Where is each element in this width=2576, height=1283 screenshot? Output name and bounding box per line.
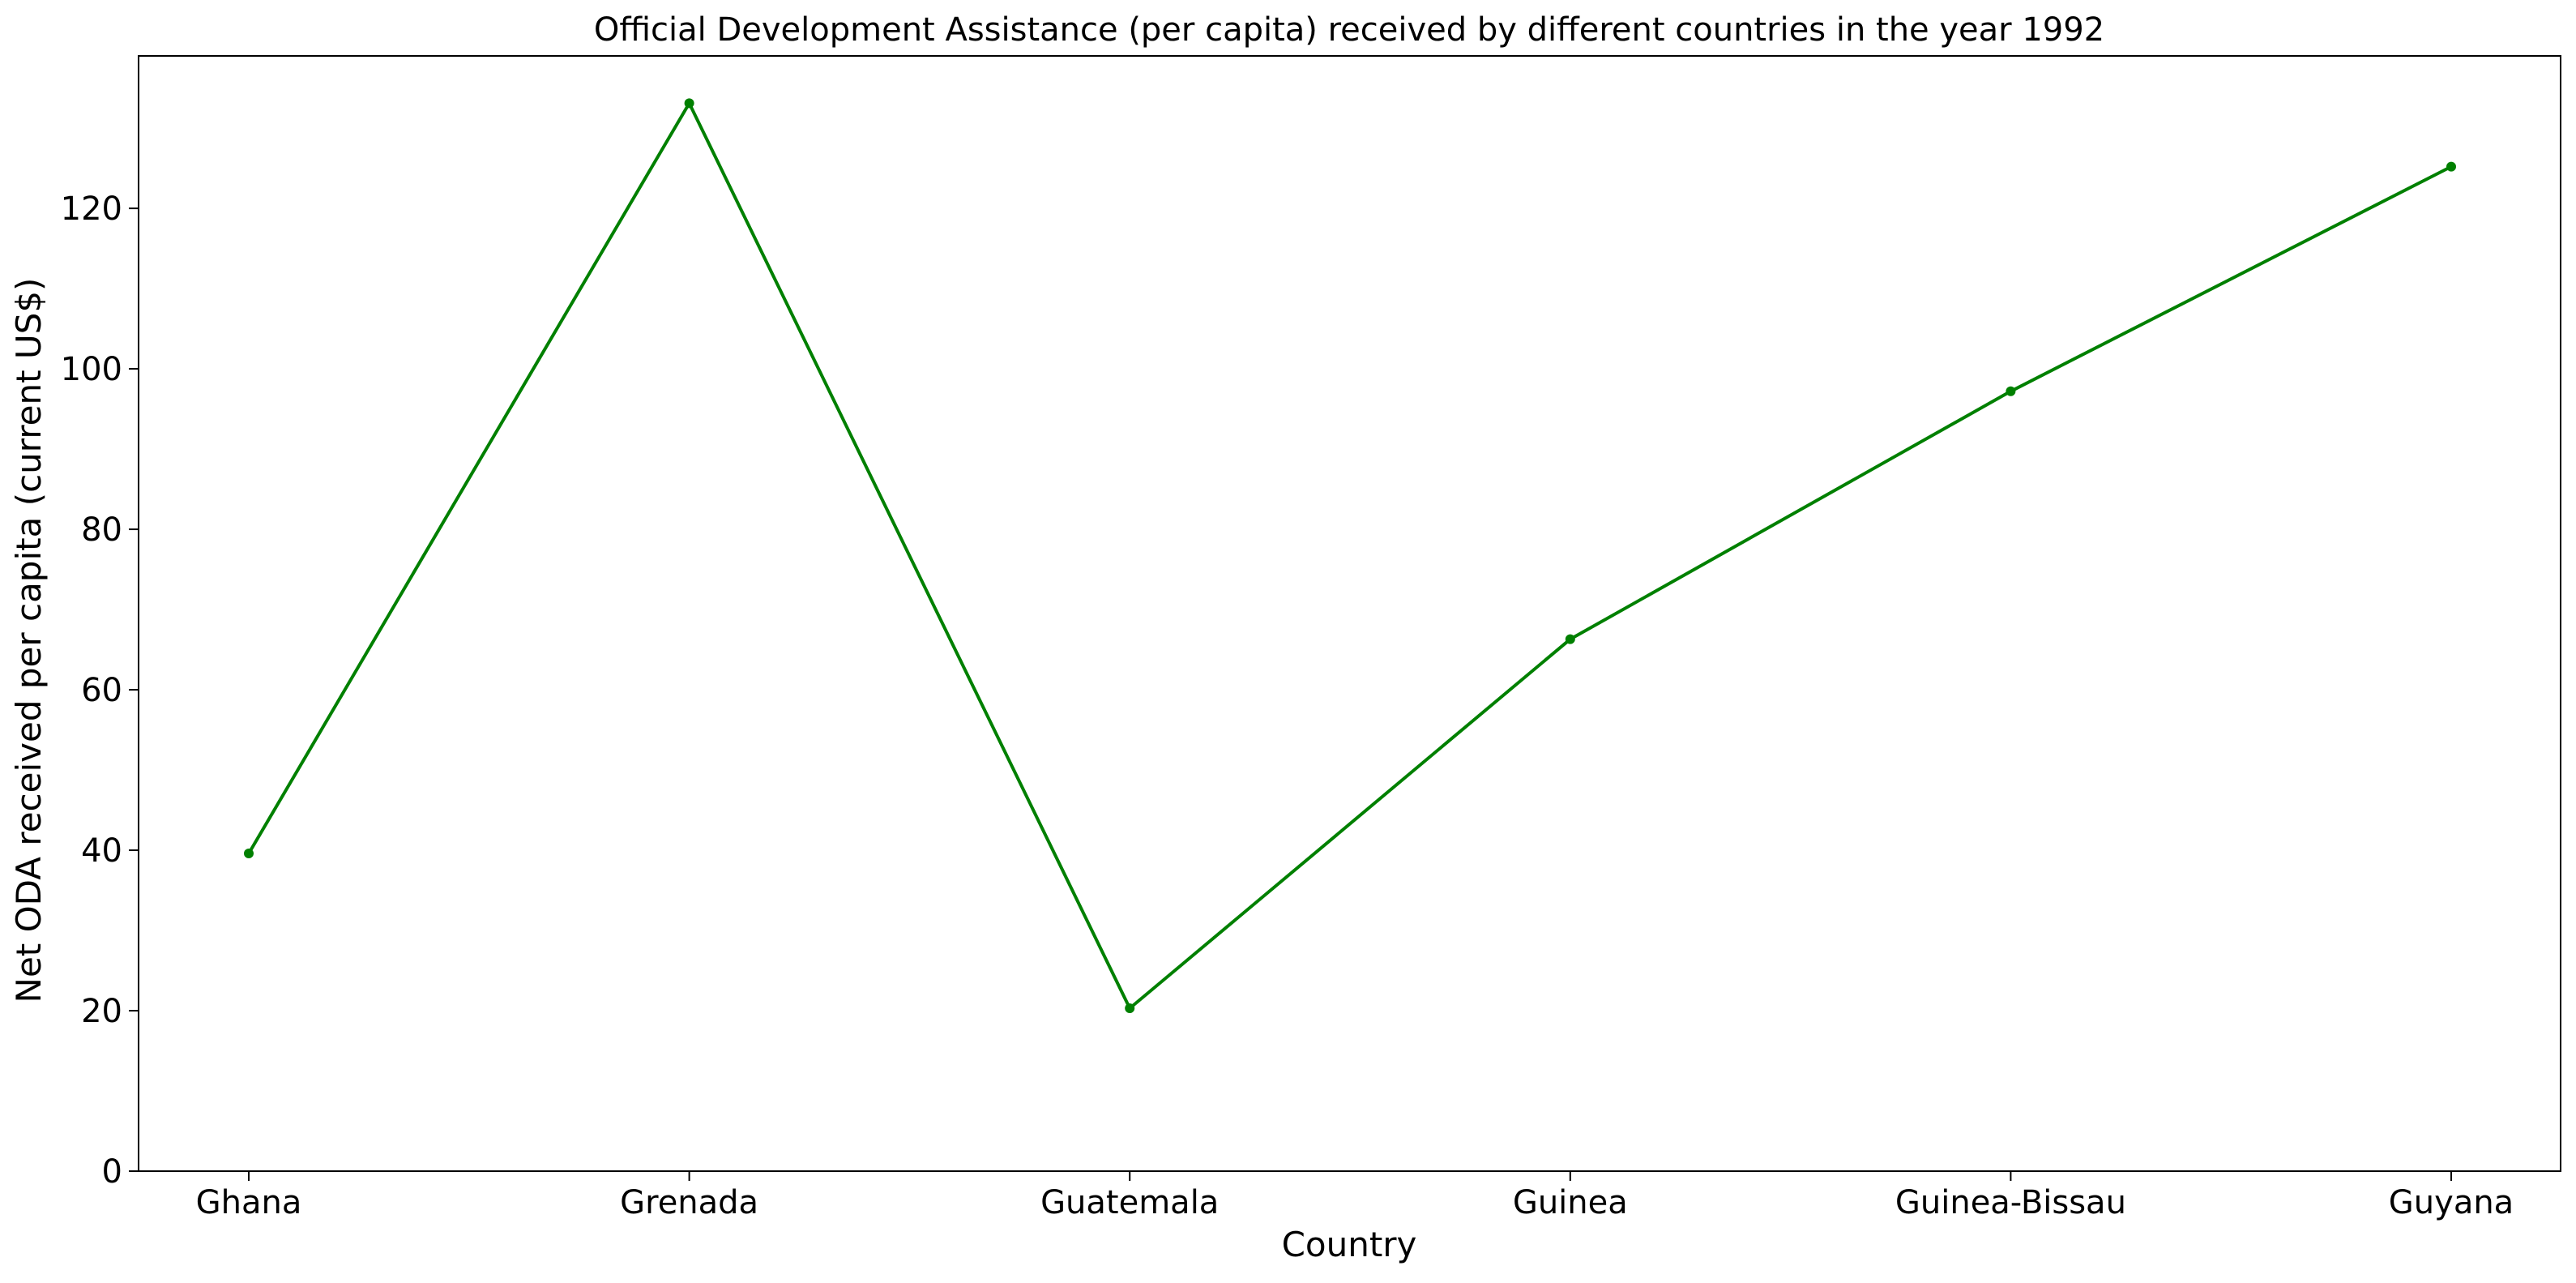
- x-axis-ticks: Ghana Grenada Guatemala Guinea Guinea-Bissau…: [196, 1171, 2514, 1221]
- series-line: [247, 101, 2452, 1011]
- y-tick-label: 0: [102, 1153, 122, 1191]
- y-tick-label: 100: [61, 351, 122, 388]
- chart-title: Official Development Assistance (per cap…: [594, 11, 2104, 49]
- y-tick-label: 40: [81, 832, 122, 870]
- data-point: [2446, 161, 2456, 172]
- data-point: [2006, 386, 2016, 396]
- y-axis-ticks: 0 20 40 60 80 100 120: [61, 190, 139, 1191]
- y-tick-label: 80: [81, 511, 122, 549]
- y-tick-label: 20: [81, 993, 122, 1030]
- data-point: [684, 98, 694, 109]
- x-tick-label: Ghana: [196, 1184, 302, 1221]
- series-layer: [244, 98, 2456, 1014]
- x-tick-label: Guinea: [1513, 1184, 1628, 1221]
- x-tick-label: Guyana: [2389, 1184, 2514, 1221]
- data-point: [1565, 634, 1575, 644]
- data-point: [1125, 1003, 1135, 1014]
- y-tick-label: 60: [81, 672, 122, 709]
- x-tick-label: Guatemala: [1040, 1184, 1219, 1221]
- x-tick-label: Grenada: [620, 1184, 758, 1221]
- y-axis-label: Net ODA received per capita (current US$…: [9, 278, 49, 1003]
- x-tick-label: Guinea-Bissau: [1895, 1184, 2126, 1221]
- plot-area-frame: [138, 55, 2561, 1172]
- data-point: [244, 848, 254, 858]
- y-tick-label: 120: [61, 190, 122, 228]
- x-axis-label: Country: [1282, 1225, 1417, 1264]
